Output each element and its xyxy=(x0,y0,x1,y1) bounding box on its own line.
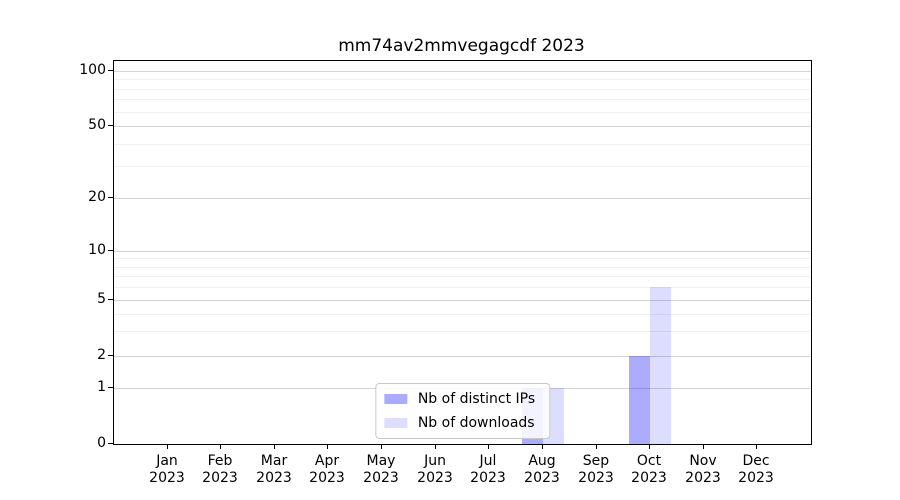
gridline-minor xyxy=(114,266,811,268)
x-tick-mark xyxy=(756,444,757,449)
x-tick-mark xyxy=(596,444,597,449)
x-tick-label: Jan 2023 xyxy=(149,453,185,486)
gridline-minor xyxy=(114,313,811,315)
x-tick-label: May 2023 xyxy=(363,453,399,486)
y-tick-mark xyxy=(108,443,113,444)
gridline-major xyxy=(114,198,811,199)
x-tick-label: Sep 2023 xyxy=(578,453,614,486)
gridline-minor xyxy=(114,258,811,260)
x-tick-mark xyxy=(542,444,543,449)
x-tick-label: Nov 2023 xyxy=(685,453,721,486)
x-tick-mark xyxy=(327,444,328,449)
chart-title: mm74av2mmvegagcdf 2023 xyxy=(338,36,585,56)
gridline-major xyxy=(114,71,811,72)
gridline-major xyxy=(114,251,811,252)
gridline-minor xyxy=(114,166,811,168)
legend-swatch-distinct-ips xyxy=(383,394,407,404)
y-tick-label: 10 xyxy=(88,242,106,258)
legend-label-distinct-ips: Nb of distinct IPs xyxy=(417,391,536,407)
x-tick-mark xyxy=(435,444,436,449)
x-tick-label: Apr 2023 xyxy=(309,453,345,486)
y-tick-label: 0 xyxy=(97,435,106,451)
gridline-minor xyxy=(114,143,811,145)
x-tick-label: Feb 2023 xyxy=(202,453,238,486)
y-tick-label: 2 xyxy=(97,347,106,363)
legend-swatch-downloads xyxy=(383,418,407,428)
gridline-minor xyxy=(114,287,811,289)
legend-entry-distinct-ips: Nb of distinct IPs xyxy=(383,391,536,407)
y-tick-label: 5 xyxy=(97,291,106,307)
x-tick-mark xyxy=(167,444,168,449)
y-tick-label: 20 xyxy=(88,189,106,205)
gridline-minor xyxy=(114,79,811,81)
y-tick-mark xyxy=(108,70,113,71)
y-tick-mark xyxy=(108,197,113,198)
gridline-minor xyxy=(114,99,811,101)
x-tick-mark xyxy=(488,444,489,449)
y-tick-mark xyxy=(108,125,113,126)
bar-distinct-ips-oct xyxy=(629,356,651,444)
y-tick-label: 1 xyxy=(97,379,106,395)
legend-label-downloads: Nb of downloads xyxy=(417,415,535,431)
x-tick-mark xyxy=(649,444,650,449)
x-tick-mark xyxy=(274,444,275,449)
gridline-minor xyxy=(114,111,811,113)
legend-entry-downloads: Nb of downloads xyxy=(383,415,535,431)
plot-area: Nb of distinct IPs Nb of downloads xyxy=(113,60,812,445)
gridline-minor xyxy=(114,331,811,333)
y-tick-mark xyxy=(108,299,113,300)
gridline-major xyxy=(114,300,811,301)
x-tick-mark xyxy=(703,444,704,449)
gridline-major xyxy=(114,356,811,357)
legend: Nb of distinct IPs Nb of downloads xyxy=(374,383,551,439)
gridline-major xyxy=(114,126,811,127)
x-tick-label: Jul 2023 xyxy=(470,453,506,486)
y-tick-mark xyxy=(108,355,113,356)
gridline-minor xyxy=(114,276,811,278)
bar-downloads-oct xyxy=(650,287,672,444)
y-tick-label: 50 xyxy=(88,117,106,133)
x-tick-label: Dec 2023 xyxy=(738,453,774,486)
x-tick-label: Jun 2023 xyxy=(417,453,453,486)
x-tick-label: Mar 2023 xyxy=(256,453,292,486)
y-tick-mark xyxy=(108,387,113,388)
gridline-minor xyxy=(114,88,811,90)
y-tick-label: 100 xyxy=(79,62,106,78)
y-tick-mark xyxy=(108,250,113,251)
x-tick-label: Oct 2023 xyxy=(631,453,667,486)
x-tick-label: Aug 2023 xyxy=(524,453,560,486)
x-tick-mark xyxy=(381,444,382,449)
x-tick-mark xyxy=(220,444,221,449)
